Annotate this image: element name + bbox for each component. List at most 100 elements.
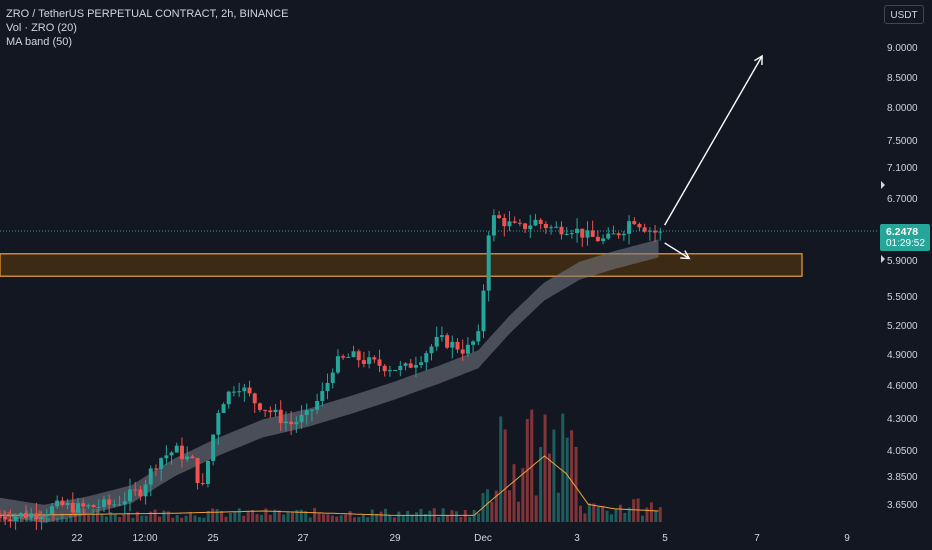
volume-bar [339, 515, 343, 522]
volume-bar [2, 510, 6, 522]
candle-body [465, 344, 470, 354]
volume-bar [233, 512, 237, 522]
volume-bar [242, 515, 246, 522]
volume-bar [56, 517, 60, 522]
volume-indicator-label[interactable]: Vol · ZRO (20) [6, 22, 77, 34]
volume-bar [423, 514, 427, 522]
candle-body [153, 468, 158, 470]
candle-body [164, 455, 169, 459]
candle-body [372, 357, 377, 360]
candle-body [361, 360, 366, 364]
volume-bar [122, 514, 126, 522]
volume-bar [539, 446, 543, 522]
candle-body [75, 503, 80, 513]
time-tick-label: 25 [207, 533, 219, 544]
support-zone [0, 253, 803, 277]
volume-bar [348, 511, 352, 522]
candle-body [497, 215, 502, 219]
candle-body [403, 363, 408, 366]
volume-bar [370, 509, 374, 522]
volume-bar [521, 468, 525, 522]
ma-band-indicator-label[interactable]: MA band (50) [6, 36, 73, 48]
volume-bars [0, 409, 662, 522]
volume-bar [135, 511, 139, 522]
volume-bar [321, 514, 325, 522]
volume-bar [632, 499, 636, 522]
candle-body [294, 422, 299, 425]
candle-body [502, 218, 507, 227]
time-tick-label: 22 [71, 533, 83, 544]
candle-body [34, 513, 39, 520]
candle-body [601, 238, 606, 242]
volume-bar [237, 508, 241, 522]
volume-bar [366, 517, 370, 522]
volume-bar [654, 510, 658, 522]
volume-bar [224, 516, 228, 522]
currency-button[interactable]: USDT [884, 5, 924, 24]
volume-bar [503, 429, 507, 522]
candle-body [486, 235, 491, 291]
price-tick-label: 4.0500 [887, 446, 918, 457]
candle-body [460, 349, 465, 354]
volume-bar [0, 513, 2, 522]
candle-body [419, 362, 424, 365]
volume-bar [95, 509, 99, 522]
volume-bar [11, 513, 15, 522]
axis-marker-icon [881, 255, 885, 263]
candle-body [533, 219, 538, 226]
volume-bar [415, 512, 419, 522]
volume-bar [100, 514, 104, 522]
candle-body [252, 393, 257, 404]
candle-body [393, 370, 398, 372]
volume-bar [268, 514, 272, 522]
volume-bar [543, 414, 547, 522]
candle-body [309, 409, 314, 411]
candle-body [341, 356, 346, 358]
volume-bar [601, 505, 605, 522]
volume-bar [171, 517, 175, 522]
volume-bar [344, 514, 348, 522]
candle-body [523, 223, 528, 230]
volume-bar [596, 506, 600, 522]
volume-bar [454, 511, 458, 522]
volume-bar [401, 516, 405, 522]
candle-body [3, 516, 8, 520]
volume-bar [166, 511, 170, 522]
candle-body [138, 489, 143, 497]
volume-bar [220, 510, 224, 522]
candle-body [237, 391, 242, 393]
volume-bar [614, 508, 618, 522]
candle-body [60, 500, 65, 505]
candle-body [263, 409, 268, 411]
candle-body [325, 382, 330, 392]
candle-body [575, 228, 580, 234]
candle-body [8, 519, 13, 522]
candle-body [413, 364, 418, 368]
volume-bar [273, 509, 277, 522]
candle-body [273, 409, 278, 413]
time-tick-label: 9 [844, 533, 850, 544]
volume-bar [410, 514, 414, 522]
volume-bar [392, 517, 396, 522]
time-tick-label: 7 [754, 533, 760, 544]
volume-bar [51, 510, 55, 522]
candle-body [434, 336, 439, 347]
ma-band [0, 239, 659, 523]
candle-body [658, 231, 663, 233]
candle-body [299, 414, 304, 423]
chart-legend: ZRO / TetherUS PERPETUAL CONTRACT, 2h, B… [6, 7, 288, 49]
symbol-title[interactable]: ZRO / TetherUS PERPETUAL CONTRACT, 2h, B… [6, 8, 289, 20]
candle-body [122, 501, 127, 505]
volume-bar [658, 507, 662, 522]
volume-bar [286, 512, 290, 522]
candle-body [377, 359, 382, 366]
price-tick-label: 7.5000 [887, 136, 918, 147]
time-tick-label: 3 [574, 533, 580, 544]
candle-body [554, 226, 559, 228]
volume-bar [561, 413, 565, 522]
arrow-down-head [680, 250, 691, 260]
candle-body [289, 421, 294, 425]
volume-bar [375, 513, 379, 522]
volume-bar [512, 464, 516, 522]
